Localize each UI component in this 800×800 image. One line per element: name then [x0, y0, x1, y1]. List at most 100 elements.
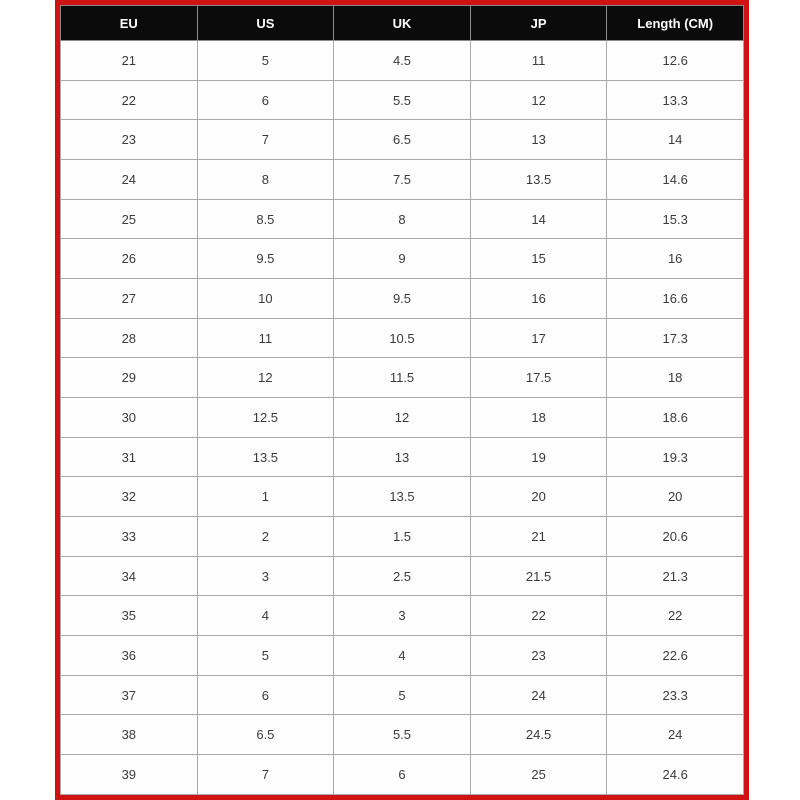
table-cell: 15.3: [606, 198, 744, 240]
table-cell: 24: [469, 674, 608, 716]
size-conversion-table-frame: EU US UK JP Length (CM) 21 5 4.5 11 12.6 22 6 5.5 12…: [55, 0, 749, 800]
table-cell: 29: [60, 357, 198, 399]
table-cell: 12: [469, 79, 608, 121]
table-row: 32 1 13.5 20 20: [60, 476, 744, 518]
table-row: 33 2 1.5 21 20.6: [60, 516, 744, 557]
table-cell: 39: [60, 754, 198, 795]
table-cell: 16.6: [606, 278, 744, 319]
table-cell: 11: [469, 40, 608, 81]
table-cell: 20.6: [606, 516, 744, 557]
table-cell: 5: [196, 40, 335, 81]
table-cell: 17: [469, 317, 608, 359]
table-row: 31 13.5 13 19 19.3: [60, 436, 744, 478]
table-cell: 5: [196, 635, 335, 676]
table-cell: 7: [196, 754, 335, 795]
table-cell: 2.5: [333, 555, 471, 597]
table-cell: 6.5: [333, 119, 471, 161]
table-cell: 34: [60, 555, 198, 597]
table-row: 24 8 7.5 13.5 14.6: [60, 159, 744, 200]
table-cell: 21: [60, 40, 198, 81]
table-row: 29 12 11.5 17.5 18: [60, 357, 744, 399]
table-cell: 23: [60, 119, 198, 161]
table-cell: 8.5: [196, 198, 335, 240]
table-cell: 21.5: [469, 555, 608, 597]
table-row: 37 6 5 24 23.3: [60, 674, 744, 716]
table-cell: 11: [196, 317, 335, 359]
table-cell: 9.5: [333, 278, 471, 319]
table-cell: 1.5: [333, 516, 471, 557]
table-cell: 28: [60, 317, 198, 359]
table-cell: 13: [469, 119, 608, 161]
table-cell: 25: [60, 198, 198, 240]
table-row: 35 4 3 22 22: [60, 595, 744, 637]
table-cell: 8: [333, 198, 471, 240]
table-cell: 32: [60, 476, 198, 518]
table-cell: 4.5: [333, 40, 471, 81]
table-cell: 37: [60, 674, 198, 716]
table-row: 25 8.5 8 14 15.3: [60, 198, 744, 240]
table-row: 39 7 6 25 24.6: [60, 754, 744, 795]
table-row: 34 3 2.5 21.5 21.3: [60, 555, 744, 597]
table-cell: 6: [196, 79, 335, 121]
column-header: US: [196, 5, 335, 41]
table-cell: 24.5: [469, 714, 608, 756]
table-cell: 24: [606, 714, 744, 756]
table-cell: 23: [469, 635, 608, 676]
table-cell: 14.6: [606, 159, 744, 200]
table-cell: 13: [333, 436, 471, 478]
table-row: 38 6.5 5.5 24.5 24: [60, 714, 744, 756]
table-cell: 25: [469, 754, 608, 795]
table-cell: 27: [60, 278, 198, 319]
table-header: EU US UK JP Length (CM): [60, 5, 744, 41]
table-cell: 5: [333, 674, 471, 716]
table-cell: 19: [469, 436, 608, 478]
column-header: EU: [60, 5, 198, 41]
table-cell: 12: [196, 357, 335, 399]
table-row: 28 11 10.5 17 17.3: [60, 317, 744, 359]
table-row: 21 5 4.5 11 12.6: [60, 40, 744, 81]
table-cell: 6.5: [196, 714, 335, 756]
table-row: 27 10 9.5 16 16.6: [60, 278, 744, 319]
table-cell: 5.5: [333, 714, 471, 756]
header-row: EU US UK JP Length (CM): [60, 5, 744, 41]
table-cell: 20: [606, 476, 744, 518]
table-row: 22 6 5.5 12 13.3: [60, 79, 744, 121]
table-cell: 1: [196, 476, 335, 518]
table-row: 36 5 4 23 22.6: [60, 635, 744, 676]
table-cell: 24: [60, 159, 198, 200]
table-cell: 22: [606, 595, 744, 637]
table-row: 26 9.5 9 15 16: [60, 238, 744, 280]
table-cell: 9: [333, 238, 471, 280]
table-cell: 8: [196, 159, 335, 200]
table-cell: 35: [60, 595, 198, 637]
table-cell: 20: [469, 476, 608, 518]
table-cell: 18: [469, 397, 608, 438]
table-cell: 22: [469, 595, 608, 637]
table-cell: 24.6: [606, 754, 744, 795]
table-cell: 3: [333, 595, 471, 637]
table-row: 23 7 6.5 13 14: [60, 119, 744, 161]
table-cell: 36: [60, 635, 198, 676]
table-cell: 21: [469, 516, 608, 557]
table-cell: 16: [469, 278, 608, 319]
table-cell: 10: [196, 278, 335, 319]
table-cell: 17.5: [469, 357, 608, 399]
table-cell: 14: [469, 198, 608, 240]
table-cell: 13.3: [606, 79, 744, 121]
table-cell: 18: [606, 357, 744, 399]
table-cell: 15: [469, 238, 608, 280]
table-cell: 17.3: [606, 317, 744, 359]
table-cell: 7.5: [333, 159, 471, 200]
table-cell: 22.6: [606, 635, 744, 676]
table-cell: 11.5: [333, 357, 471, 399]
table-cell: 5.5: [333, 79, 471, 121]
table-cell: 30: [60, 397, 198, 438]
table-cell: 26: [60, 238, 198, 280]
table-cell: 12: [333, 397, 471, 438]
table-cell: 6: [196, 674, 335, 716]
table-cell: 18.6: [606, 397, 744, 438]
table-cell: 16: [606, 238, 744, 280]
table-body: 21 5 4.5 11 12.6 22 6 5.5 12 13.3 23 7 6.5 13 14 24 8 7.5…: [60, 40, 744, 795]
table-cell: 12.5: [196, 397, 335, 438]
table-cell: 6: [333, 754, 471, 795]
